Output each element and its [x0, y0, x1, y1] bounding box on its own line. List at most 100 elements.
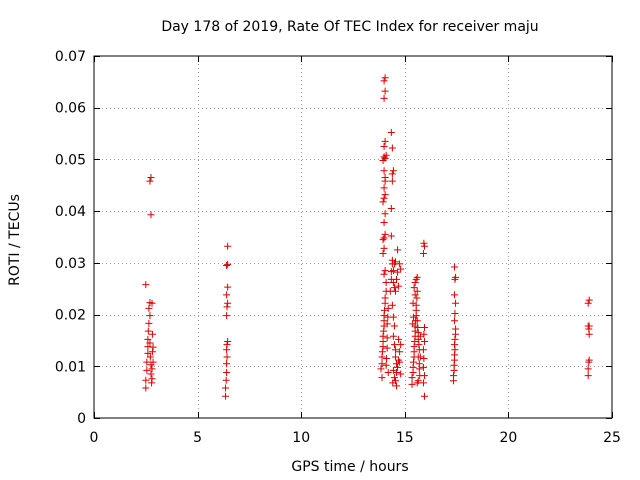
data-point: [378, 360, 386, 368]
data-point: [377, 365, 385, 373]
data-point: [419, 363, 427, 371]
y-tick-label: 0.02: [55, 308, 86, 324]
data-point: [413, 317, 421, 325]
data-point: [380, 184, 388, 192]
data-point: [416, 332, 424, 340]
data-point: [148, 365, 156, 373]
y-tick-label: 0.03: [55, 256, 86, 272]
data-point: [148, 299, 156, 307]
data-point: [149, 358, 157, 366]
data-point: [394, 268, 402, 276]
data-point: [145, 304, 153, 312]
data-point: [224, 260, 232, 268]
data-point: [380, 219, 388, 227]
data-point: [143, 366, 151, 374]
x-tick-label: 25: [603, 430, 621, 446]
data-point: [148, 330, 156, 338]
y-axis-label: ROTI / TECUs: [7, 194, 23, 286]
data-point: [145, 319, 153, 327]
data-point: [410, 343, 418, 351]
x-axis-label: GPS time / hours: [291, 459, 408, 475]
data-point: [378, 374, 386, 382]
data-point: [379, 236, 387, 244]
data-point: [222, 376, 230, 384]
data-point: [380, 270, 388, 278]
data-point: [389, 267, 397, 275]
data-point: [420, 337, 428, 345]
data-point: [142, 281, 150, 289]
data-point: [148, 348, 156, 356]
data-point: [390, 322, 398, 330]
data-point: [223, 353, 231, 361]
data-point: [452, 325, 460, 333]
data-point: [394, 363, 402, 371]
data-point: [143, 358, 151, 366]
data-point: [383, 344, 391, 352]
y-tick-label: 0.01: [55, 359, 86, 375]
data-point: [381, 230, 389, 238]
y-tick-label: 0.07: [55, 49, 86, 65]
data-point: [223, 368, 231, 376]
data-point: [144, 343, 152, 351]
data-point: [381, 137, 389, 145]
data-point: [411, 291, 419, 299]
data-point: [144, 349, 152, 357]
data-point: [223, 303, 231, 311]
data-point: [387, 129, 395, 137]
x-tick-label: 0: [90, 430, 99, 446]
data-point: [382, 151, 390, 159]
data-point: [147, 370, 155, 378]
data-point: [397, 341, 405, 349]
data-point: [451, 263, 459, 271]
data-point: [381, 267, 389, 275]
grid: [94, 56, 612, 418]
data-point: [381, 294, 389, 302]
data-point: [380, 306, 388, 314]
data-point: [420, 355, 428, 363]
data-point: [381, 174, 389, 182]
data-point: [584, 372, 592, 380]
data-point: [223, 261, 231, 269]
data-point: [395, 335, 403, 343]
data-point: [585, 296, 593, 304]
data-point: [397, 265, 405, 273]
data-point: [419, 346, 427, 354]
data-point: [144, 335, 152, 343]
data-point: [390, 341, 398, 349]
data-point: [380, 94, 388, 102]
data-point: [585, 356, 593, 364]
data-point: [410, 358, 418, 366]
data-point: [408, 374, 416, 382]
data-point: [584, 365, 592, 373]
data-point: [414, 329, 422, 337]
data-point: [383, 355, 391, 363]
data-point: [391, 346, 399, 354]
data-point: [389, 379, 397, 387]
data-point: [389, 279, 397, 287]
data-point: [389, 167, 397, 175]
data-point: [409, 299, 417, 307]
chart-title: Day 178 of 2019, Rate Of TEC Index for r…: [161, 19, 538, 35]
data-point: [397, 370, 405, 378]
data-point: [452, 299, 460, 307]
data-point: [146, 177, 154, 185]
data-point: [584, 299, 592, 307]
x-tick-label: 5: [193, 430, 202, 446]
data-point: [144, 327, 152, 335]
data-point: [393, 368, 401, 376]
data-point: [223, 360, 231, 368]
data-point: [413, 379, 421, 387]
data-point: [393, 382, 401, 390]
data-point: [419, 250, 427, 258]
data-point: [148, 375, 156, 383]
data-point: [451, 291, 459, 299]
data-point: [384, 368, 392, 376]
data-point: [147, 211, 155, 219]
data-point: [382, 361, 390, 369]
x-tick-label: 10: [292, 430, 310, 446]
data-point: [449, 372, 457, 380]
data-point: [381, 74, 389, 82]
plot-frame: [93, 55, 613, 419]
data-point: [390, 374, 398, 382]
